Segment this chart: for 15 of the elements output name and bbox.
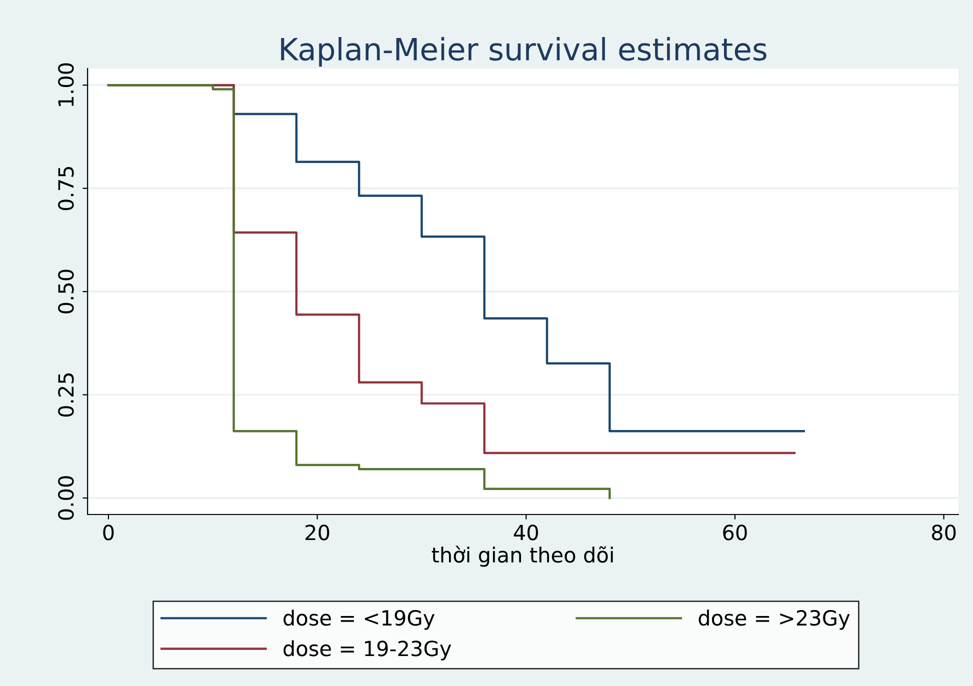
x-tick-label: 20 <box>306 524 330 540</box>
y-tick-label: 0.00 <box>58 476 74 520</box>
x-tick-label: 0 <box>103 524 114 540</box>
y-tick-label: 0.25 <box>58 373 74 417</box>
x-tick-label: 80 <box>932 524 956 540</box>
legend-label: dose = 19-23Gy <box>284 640 452 660</box>
x-tick-label: 40 <box>514 524 538 540</box>
y-tick-label: 0.75 <box>58 166 74 210</box>
legend-label: dose = >23Gy <box>698 610 850 630</box>
chart-title: Kaplan-Meier survival estimates <box>281 37 766 67</box>
legend-label: dose = <19Gy <box>284 610 435 630</box>
y-tick-label: 0.50 <box>58 270 74 314</box>
x-axis-title: thời gian theo dõi <box>432 546 613 567</box>
x-tick-label: 60 <box>723 524 747 540</box>
y-tick-label: 1.00 <box>58 63 74 106</box>
